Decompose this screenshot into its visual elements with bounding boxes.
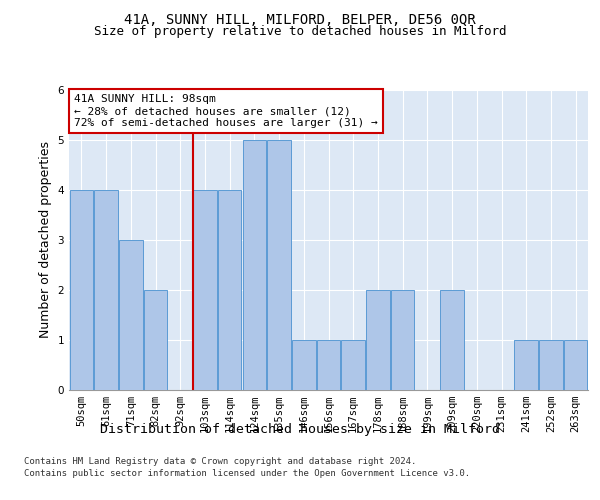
Text: Contains public sector information licensed under the Open Government Licence v3: Contains public sector information licen…	[24, 469, 470, 478]
Bar	[317, 340, 340, 390]
Bar	[440, 290, 464, 390]
Text: 41A SUNNY HILL: 98sqm
← 28% of detached houses are smaller (12)
72% of semi-deta: 41A SUNNY HILL: 98sqm ← 28% of detached …	[74, 94, 378, 128]
Text: Distribution of detached houses by size in Milford: Distribution of detached houses by size …	[100, 422, 500, 436]
Bar	[564, 340, 587, 390]
Bar	[514, 340, 538, 390]
Bar	[193, 190, 217, 390]
Text: Size of property relative to detached houses in Milford: Size of property relative to detached ho…	[94, 25, 506, 38]
Bar	[539, 340, 563, 390]
Bar	[366, 290, 389, 390]
Bar	[391, 290, 415, 390]
Bar	[70, 190, 93, 390]
Text: 41A, SUNNY HILL, MILFORD, BELPER, DE56 0QR: 41A, SUNNY HILL, MILFORD, BELPER, DE56 0…	[124, 12, 476, 26]
Bar	[119, 240, 143, 390]
Bar	[268, 140, 291, 390]
Bar	[94, 190, 118, 390]
Bar	[292, 340, 316, 390]
Y-axis label: Number of detached properties: Number of detached properties	[39, 142, 52, 338]
Bar	[341, 340, 365, 390]
Bar	[144, 290, 167, 390]
Text: Contains HM Land Registry data © Crown copyright and database right 2024.: Contains HM Land Registry data © Crown c…	[24, 458, 416, 466]
Bar	[218, 190, 241, 390]
Bar	[242, 140, 266, 390]
